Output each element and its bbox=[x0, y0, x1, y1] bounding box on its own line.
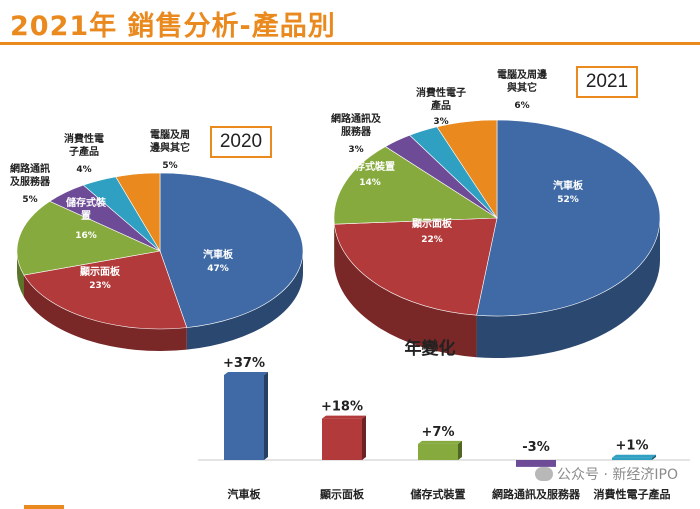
bar-category-label-4: 消費性電子產品 bbox=[594, 487, 671, 501]
pie-slice-1 bbox=[23, 250, 188, 330]
pie-slice-value-2: 14% bbox=[359, 178, 381, 188]
pie-slice-5 bbox=[436, 119, 498, 220]
pie-slice-2 bbox=[16, 200, 162, 276]
year-label-2020: 2020 bbox=[210, 126, 272, 158]
title-rule bbox=[0, 42, 700, 45]
pie-chart-2021: 汽車板 52% 顯示面板 22% 儲存式裝置 14% 網路通訊及服務器 3% 消費性電子產品 3%… bbox=[331, 68, 661, 358]
pie-slice-label-2: 儲存式裝置 bbox=[344, 160, 395, 173]
bar-value-label-4: +1% bbox=[616, 439, 649, 454]
pie-slice-label-1: 顯示面板 bbox=[412, 217, 453, 230]
pie-slice-label-4: 消費性電子產品 bbox=[64, 132, 104, 158]
pie-slice-label-4: 消費性電子產品 bbox=[416, 86, 466, 112]
pie-slice-value-1: 22% bbox=[421, 235, 443, 245]
chat-bubble-icon bbox=[535, 467, 554, 481]
bar-0 bbox=[224, 375, 264, 460]
pie-slice-value-4: 3% bbox=[433, 117, 448, 127]
pie-slice-0 bbox=[159, 172, 304, 328]
bar-side-0 bbox=[264, 372, 268, 460]
pie-slice-5 bbox=[115, 172, 161, 253]
pie-slice-value-0: 47% bbox=[207, 264, 229, 274]
bar-side-1 bbox=[362, 415, 366, 460]
bar-4 bbox=[612, 457, 652, 460]
bar-side-2 bbox=[458, 440, 462, 460]
bar-3 bbox=[516, 460, 556, 467]
pie-slice-label-0: 汽車板 bbox=[553, 179, 584, 192]
pie-slice-2 bbox=[333, 146, 498, 225]
pie-chart-2020: 汽車板 47% 顯示面板 23% 儲存式裝置 16% 網路通訊及服務器 5% 消費性電子產品 4%… bbox=[10, 128, 304, 351]
bar-value-label-2: +7% bbox=[422, 425, 455, 440]
bar-top-1 bbox=[322, 415, 366, 419]
pie-slice-value-0: 52% bbox=[557, 195, 579, 205]
pie-slice-value-1: 23% bbox=[89, 281, 111, 291]
bar-category-label-1: 顯示面板 bbox=[320, 487, 365, 501]
pie-slice-label-2: 儲存式裝置 bbox=[65, 196, 107, 222]
bar-chart-title: 年變化 bbox=[405, 338, 456, 359]
bar-category-label-3: 網路通訊及服務器 bbox=[492, 487, 581, 501]
pie-slice-1 bbox=[333, 217, 498, 316]
bar-value-label-3: -3% bbox=[522, 440, 549, 455]
pie-wall-1 bbox=[334, 224, 477, 358]
bar-value-label-1: +18% bbox=[321, 400, 363, 415]
pie-side-walls bbox=[17, 251, 303, 351]
bar-top-4 bbox=[612, 454, 656, 458]
bar-top-0 bbox=[224, 372, 268, 375]
bar-value-label-0: +37% bbox=[223, 356, 265, 371]
pie-slice-value-4: 4% bbox=[76, 165, 91, 175]
pie-slice-0 bbox=[476, 119, 661, 317]
watermark: 公众号 · 新经济IPO bbox=[535, 464, 678, 484]
footer-logo bbox=[24, 505, 64, 509]
bar-category-label-2: 儲存式裝置 bbox=[410, 487, 466, 501]
pie-slice-value-2: 16% bbox=[75, 231, 97, 241]
pie-wall-1 bbox=[23, 275, 187, 351]
pie-slice-value-3: 5% bbox=[22, 195, 37, 205]
pie-slice-value-5: 6% bbox=[514, 101, 529, 111]
bar-2 bbox=[418, 443, 458, 460]
pie-side-walls bbox=[334, 218, 660, 358]
pie-wall-2 bbox=[17, 251, 24, 298]
page-title: 2021年 銷售分析-產品別 bbox=[10, 11, 336, 42]
pie-wall-0 bbox=[186, 251, 303, 350]
pie-slice-label-5: 電腦及周邊與其它 bbox=[150, 128, 190, 154]
pie-slice-label-5: 電腦及周邊與其它 bbox=[497, 68, 547, 94]
pie-slice-label-1: 顯示面板 bbox=[80, 265, 121, 278]
bar-chart-yoy: 年變化 +37% 汽車板 +18% 顯示面板 +7% 儲存式裝置 -3% 網路通訊及服務器 +1%… bbox=[198, 338, 690, 501]
watermark-text: 公众号 · 新经济IPO bbox=[557, 467, 678, 483]
bar-1 bbox=[322, 418, 362, 460]
bar-top-2 bbox=[418, 440, 462, 444]
pie-slice-value-5: 5% bbox=[162, 161, 177, 171]
bar-category-label-0: 汽車板 bbox=[228, 487, 262, 501]
pie-slice-label-3: 網路通訊及服務器 bbox=[10, 162, 51, 188]
pie-wall-0 bbox=[476, 218, 660, 358]
pie-slice-value-3: 3% bbox=[348, 145, 363, 155]
pie-slice-label-3: 網路通訊及服務器 bbox=[331, 112, 382, 138]
pie-slice-label-0: 汽車板 bbox=[203, 248, 234, 261]
year-label-2021: 2021 bbox=[576, 66, 638, 98]
bar-side-4 bbox=[652, 454, 656, 460]
